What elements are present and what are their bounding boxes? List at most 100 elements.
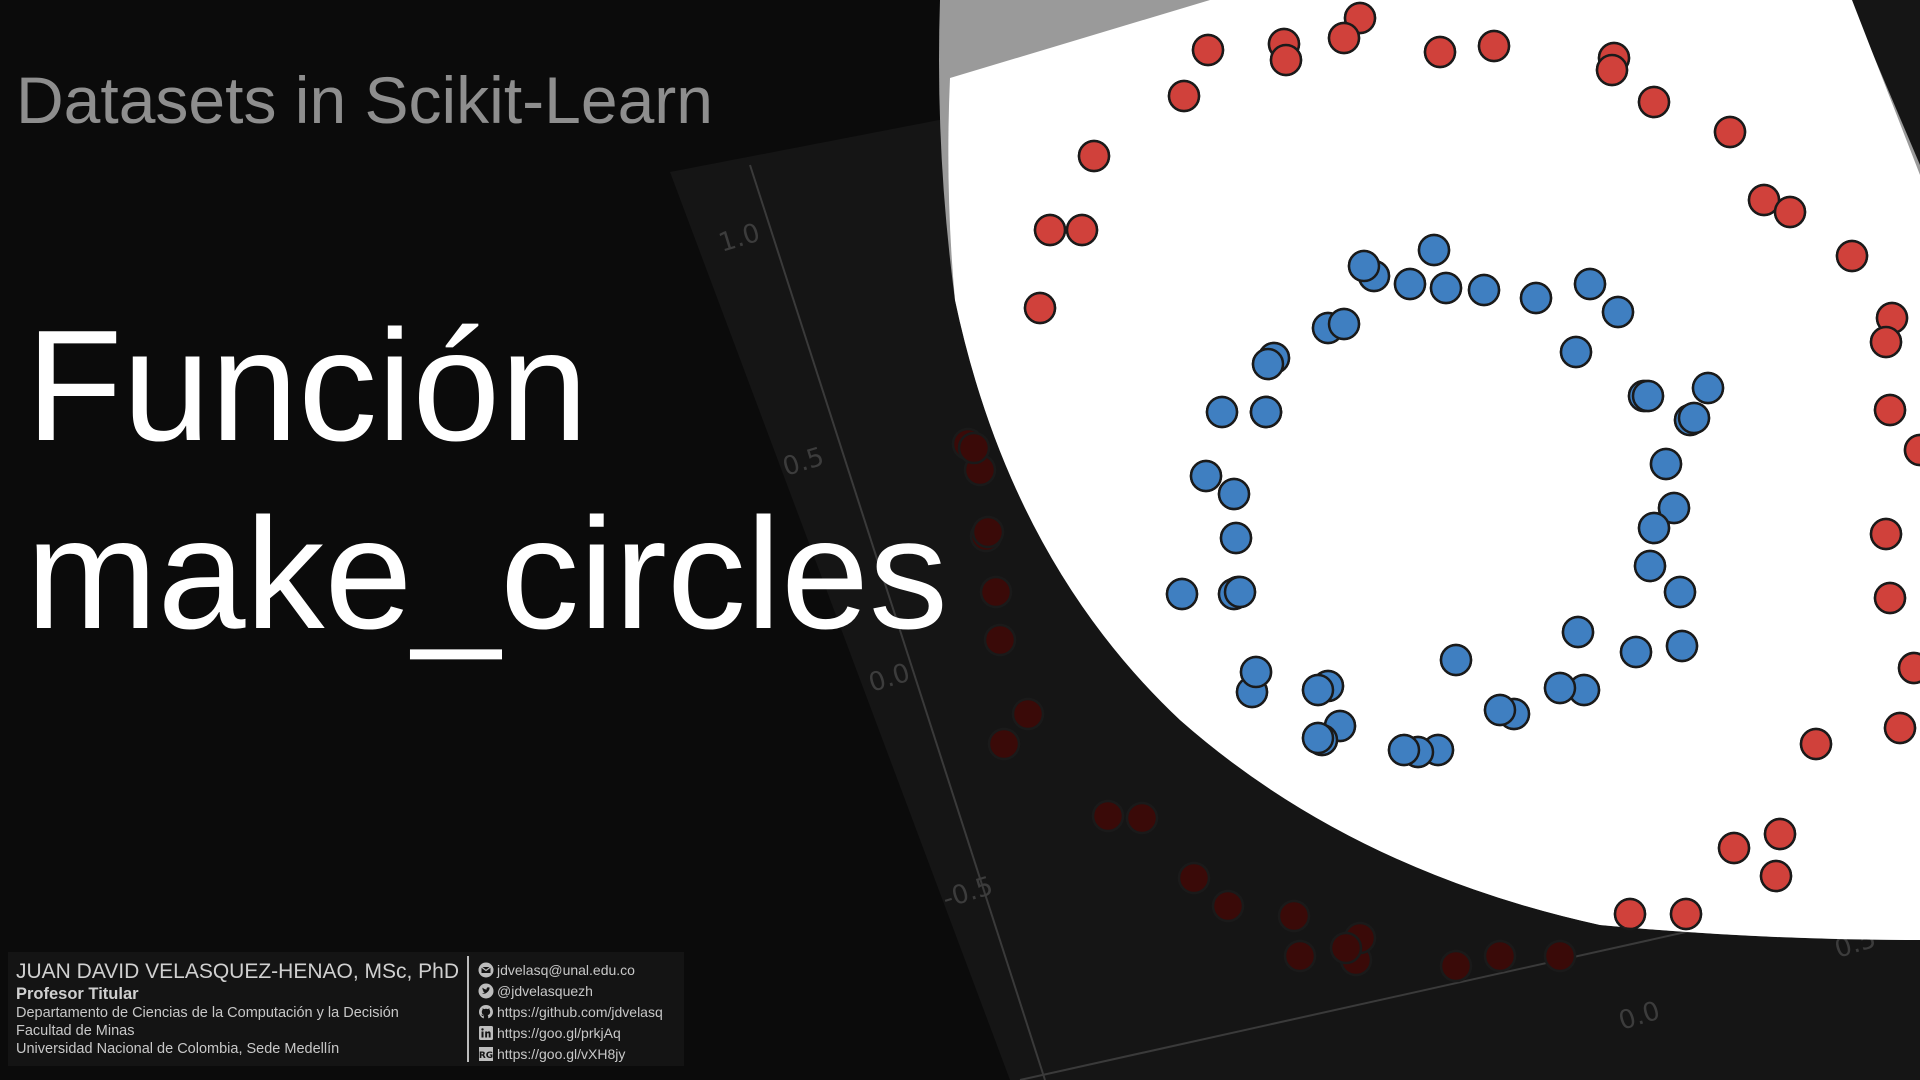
plot-point-inner bbox=[1543, 671, 1577, 705]
plot-point-outer bbox=[1211, 889, 1245, 923]
plot-point-inner bbox=[1429, 271, 1463, 305]
plot-point-outer bbox=[1329, 931, 1363, 965]
plot-point-outer bbox=[1167, 79, 1201, 113]
plot-point-outer bbox=[1023, 291, 1057, 325]
author-details: JUAN DAVID VELASQUEZ-HENAO, MSc, PhD Pro… bbox=[16, 960, 468, 1058]
plot-point-outer bbox=[987, 727, 1021, 761]
contact-researchgate-text: https://goo.gl/vXH8jy bbox=[497, 1045, 626, 1062]
author-divider bbox=[467, 956, 469, 1062]
plot-point-outer bbox=[1543, 939, 1577, 973]
plot-point-outer bbox=[1869, 517, 1903, 551]
slide-title-line1: Función bbox=[26, 298, 589, 474]
contact-linkedin[interactable]: https://goo.gl/prkjAq bbox=[478, 1022, 684, 1043]
plot-point-outer bbox=[1125, 801, 1159, 835]
plot-point-inner bbox=[1663, 575, 1697, 609]
plot-point-outer bbox=[1713, 115, 1747, 149]
plot-point-inner bbox=[1347, 249, 1381, 283]
plot-point-inner bbox=[1239, 655, 1273, 689]
plot-point-inner bbox=[1217, 477, 1251, 511]
contact-email-text: jdvelasq@unal.edu.co bbox=[497, 961, 635, 978]
plot-point-outer bbox=[1483, 939, 1517, 973]
plot-point-outer bbox=[1269, 43, 1303, 77]
plot-lens-white bbox=[948, 0, 1920, 940]
svg-text:RG: RG bbox=[479, 1051, 493, 1061]
plot-point-outer bbox=[1595, 53, 1629, 87]
slide-title-line2: make_circles bbox=[26, 486, 948, 662]
plot-point-outer bbox=[1477, 29, 1511, 63]
contact-researchgate[interactable]: RG https://goo.gl/vXH8jy bbox=[478, 1043, 684, 1064]
plot-point-inner bbox=[1327, 307, 1361, 341]
plot-point-outer bbox=[1773, 195, 1807, 229]
plot-point-inner bbox=[1657, 491, 1691, 525]
contact-linkedin-text: https://goo.gl/prkjAq bbox=[497, 1024, 621, 1041]
plot-point-inner bbox=[1223, 575, 1257, 609]
plot-point-outer bbox=[1423, 35, 1457, 69]
researchgate-icon: RG bbox=[478, 1046, 494, 1062]
contact-email[interactable]: jdvelasq@unal.edu.co bbox=[478, 959, 684, 980]
author-department: Departamento de Ciencias de la Computaci… bbox=[16, 1005, 399, 1021]
slide-subtitle: Datasets in Scikit-Learn bbox=[16, 63, 713, 137]
plot-point-outer bbox=[1747, 183, 1781, 217]
author-university: Universidad Nacional de Colombia, Sede M… bbox=[16, 1041, 340, 1057]
plot-point-outer bbox=[1283, 939, 1317, 973]
contact-twitter[interactable]: @jdvelasquezh bbox=[478, 980, 684, 1001]
slide-title: Función make_circles bbox=[26, 292, 948, 668]
github-icon bbox=[478, 1004, 494, 1020]
plot-point-inner bbox=[1483, 693, 1517, 727]
plot-point-outer bbox=[1177, 861, 1211, 895]
plot-point-inner bbox=[1633, 549, 1667, 583]
plot-point-inner bbox=[1561, 615, 1595, 649]
plot-point-outer bbox=[1065, 213, 1099, 247]
plot-point-outer bbox=[1897, 651, 1920, 685]
plot-point-outer bbox=[1637, 85, 1671, 119]
plot-point-inner bbox=[1205, 395, 1239, 429]
plot-point-inner bbox=[1249, 395, 1283, 429]
plot-point-inner bbox=[1519, 281, 1553, 315]
plot-point-outer bbox=[1883, 711, 1917, 745]
contact-github[interactable]: https://github.com/jdvelasq bbox=[478, 1001, 684, 1022]
plot-point-inner bbox=[1417, 233, 1451, 267]
plot-point-outer bbox=[1873, 393, 1907, 427]
plot-point-inner bbox=[1665, 629, 1699, 663]
plot-point-outer bbox=[1091, 799, 1125, 833]
plot-point-outer bbox=[1873, 581, 1907, 615]
plot-point-inner bbox=[1601, 295, 1635, 329]
plot-y-axis bbox=[749, 164, 1046, 1080]
plot-point-outer bbox=[1011, 697, 1045, 731]
plot-point-inner bbox=[1631, 379, 1665, 413]
plot-point-outer bbox=[1717, 831, 1751, 865]
plot-point-outer bbox=[979, 575, 1013, 609]
email-icon bbox=[478, 962, 494, 978]
plot-point-inner bbox=[1165, 577, 1199, 611]
plot-point-outer bbox=[1033, 213, 1067, 247]
author-faculty: Facultad de Minas bbox=[16, 1023, 135, 1039]
plot-point-outer bbox=[957, 431, 991, 465]
plot-point-inner bbox=[1301, 721, 1335, 755]
contact-twitter-text: @jdvelasquezh bbox=[497, 982, 593, 999]
plot-point-inner bbox=[1393, 267, 1427, 301]
plot-point-inner bbox=[1189, 459, 1223, 493]
plot-point-outer bbox=[1799, 727, 1833, 761]
plot-point-inner bbox=[1619, 635, 1653, 669]
plot-point-outer bbox=[1191, 33, 1225, 67]
plot-point-outer bbox=[1869, 325, 1903, 359]
plot-point-inner bbox=[1691, 371, 1725, 405]
author-info-box: JUAN DAVID VELASQUEZ-HENAO, MSc, PhD Pro… bbox=[8, 952, 684, 1066]
contact-github-text: https://github.com/jdvelasq bbox=[497, 1003, 663, 1020]
plot-point-inner bbox=[1637, 511, 1671, 545]
plot-point-inner bbox=[1301, 673, 1335, 707]
plot-point-outer bbox=[1835, 239, 1869, 273]
contact-list: jdvelasq@unal.edu.co @jdvelasquezh https… bbox=[478, 959, 684, 1064]
plot-point-outer bbox=[1077, 139, 1111, 173]
plot-point-inner bbox=[1251, 347, 1285, 381]
plot-point-outer bbox=[1903, 433, 1920, 467]
author-role: Profesor Titular bbox=[16, 985, 139, 1003]
plot-point-inner bbox=[1387, 733, 1421, 767]
twitter-icon bbox=[478, 983, 494, 999]
plot-point-outer bbox=[1277, 899, 1311, 933]
plot-point-inner bbox=[1219, 521, 1253, 555]
author-name: JUAN DAVID VELASQUEZ-HENAO, MSc, PhD bbox=[16, 960, 460, 983]
plot-point-inner bbox=[1559, 335, 1593, 369]
plot-point-outer bbox=[1669, 897, 1703, 931]
